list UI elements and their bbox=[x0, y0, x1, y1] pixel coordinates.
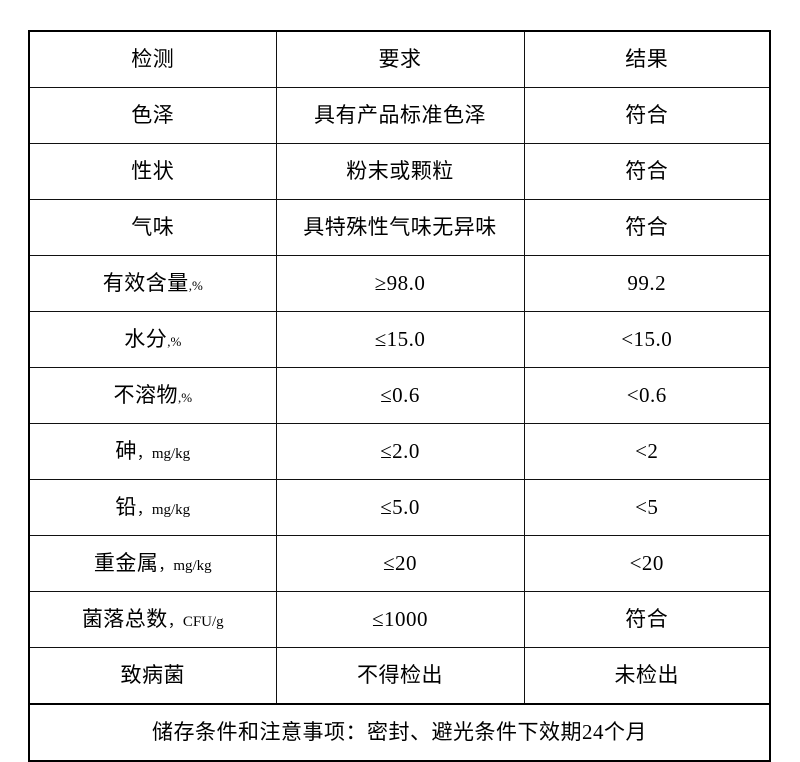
cell-result: 符合 bbox=[523, 143, 771, 200]
item-unit: ,% bbox=[167, 333, 182, 349]
cell-requirement: 具有产品标准色泽 bbox=[275, 87, 525, 144]
cell-requirement: 粉末或颗粒 bbox=[275, 143, 525, 200]
item-label: 致病菌 bbox=[120, 662, 185, 687]
cell-item: 重金属，mg/kg bbox=[28, 535, 277, 592]
table-row: 致病菌 不得检出 未检出 bbox=[28, 647, 771, 705]
table-row: 砷，mg/kg ≤2.0 <2 bbox=[28, 423, 771, 480]
header-cell-result: 结果 bbox=[523, 30, 771, 88]
cell-item: 铅，mg/kg bbox=[28, 479, 277, 536]
table-row: 性状 粉末或颗粒 符合 bbox=[28, 143, 771, 200]
item-label: 色泽 bbox=[131, 102, 175, 127]
table-row: 有效含量,% ≥98.0 99.2 bbox=[28, 255, 771, 312]
cell-requirement: 不得检出 bbox=[275, 647, 525, 705]
item-label: 砷 bbox=[115, 438, 137, 463]
item-unit: ,% bbox=[177, 389, 193, 405]
table-row: 气味 具特殊性气味无异味 符合 bbox=[28, 199, 771, 256]
item-label: 水分 bbox=[124, 326, 168, 351]
cell-result: <15.0 bbox=[523, 311, 771, 368]
item-label: 铅 bbox=[115, 494, 137, 519]
cell-requirement: ≤1000 bbox=[275, 591, 525, 648]
cell-result: <2 bbox=[523, 423, 771, 480]
header-cell-item: 检测 bbox=[28, 30, 277, 88]
cell-item: 砷，mg/kg bbox=[28, 423, 277, 480]
item-unit: ，mg/kg bbox=[136, 445, 191, 462]
table-body: 检测 要求 结果 色泽 具有产品标准色泽 符合 性状 粉末或颗粒 符合 气味 具特殊性气味无异… bbox=[28, 30, 771, 762]
table-row: 水分,% ≤15.0 <15.0 bbox=[28, 311, 771, 368]
cell-requirement: ≤2.0 bbox=[275, 423, 525, 480]
cell-result: 未检出 bbox=[523, 647, 771, 705]
table-header-row: 检测 要求 结果 bbox=[28, 30, 771, 88]
item-label: 不溶物 bbox=[113, 382, 178, 407]
table-row: 色泽 具有产品标准色泽 符合 bbox=[28, 87, 771, 144]
item-label: 菌落总数 bbox=[81, 606, 168, 631]
cell-item: 致病菌 bbox=[28, 647, 277, 705]
cell-item: 性状 bbox=[28, 143, 277, 200]
cell-item: 色泽 bbox=[28, 87, 277, 144]
item-label: 性状 bbox=[131, 158, 175, 183]
item-unit: ，CFU/g bbox=[167, 613, 224, 630]
specification-table: 检测 要求 结果 色泽 具有产品标准色泽 符合 性状 粉末或颗粒 符合 气味 具特殊性气味无异… bbox=[28, 30, 771, 762]
cell-requirement: ≤0.6 bbox=[275, 367, 525, 424]
cell-result: 符合 bbox=[523, 87, 771, 144]
table-row: 重金属，mg/kg ≤20 <20 bbox=[28, 535, 771, 592]
cell-requirement: 具特殊性气味无异味 bbox=[275, 199, 525, 256]
specification-table-container: 检测 要求 结果 色泽 具有产品标准色泽 符合 性状 粉末或颗粒 符合 气味 具特殊性气味无异… bbox=[28, 30, 771, 762]
cell-requirement: ≤15.0 bbox=[275, 311, 525, 368]
item-unit: ，mg/kg bbox=[158, 557, 212, 574]
item-label: 有效含量 bbox=[102, 270, 189, 295]
cell-item: 有效含量,% bbox=[28, 255, 277, 312]
header-cell-requirement: 要求 bbox=[275, 30, 525, 88]
cell-item: 气味 bbox=[28, 199, 277, 256]
cell-result: <5 bbox=[523, 479, 771, 536]
cell-item: 菌落总数，CFU/g bbox=[28, 591, 277, 648]
cell-requirement: ≤5.0 bbox=[275, 479, 525, 536]
cell-result: 99.2 bbox=[523, 255, 771, 312]
table-row: 菌落总数，CFU/g ≤1000 符合 bbox=[28, 591, 771, 648]
cell-result: <20 bbox=[523, 535, 771, 592]
table-footer-row: 储存条件和注意事项：密封、避光条件下效期24个月 bbox=[28, 703, 771, 762]
item-unit: ，mg/kg bbox=[136, 501, 191, 518]
storage-conditions-note: 储存条件和注意事项：密封、避光条件下效期24个月 bbox=[28, 703, 771, 762]
cell-item: 水分,% bbox=[28, 311, 277, 368]
table-row: 铅，mg/kg ≤5.0 <5 bbox=[28, 479, 771, 536]
cell-requirement: ≥98.0 bbox=[275, 255, 525, 312]
cell-requirement: ≤20 bbox=[275, 535, 525, 592]
item-label: 重金属 bbox=[93, 550, 159, 575]
cell-result: <0.6 bbox=[523, 367, 771, 424]
cell-result: 符合 bbox=[523, 199, 771, 256]
cell-result: 符合 bbox=[523, 591, 771, 648]
cell-item: 不溶物,% bbox=[28, 367, 277, 424]
item-label: 气味 bbox=[131, 214, 175, 239]
table-row: 不溶物,% ≤0.6 <0.6 bbox=[28, 367, 771, 424]
item-unit: ,% bbox=[188, 277, 203, 293]
